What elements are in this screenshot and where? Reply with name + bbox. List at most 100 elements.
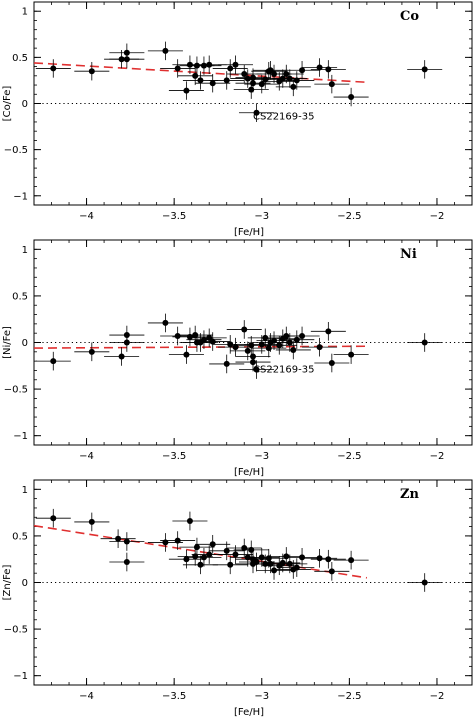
data-point [314, 74, 350, 94]
data-marker [325, 556, 332, 563]
y-axis-label: [Ni/Fe] [2, 326, 13, 359]
data-marker [123, 56, 130, 63]
element-label: Zn [400, 487, 419, 502]
data-point [333, 87, 369, 107]
data-point [284, 61, 320, 80]
data-marker [290, 346, 297, 353]
y-tick-label: −0.5 [4, 625, 28, 636]
data-marker [227, 561, 234, 568]
data-marker [209, 338, 216, 345]
data-point [195, 73, 231, 93]
data-marker [421, 339, 428, 346]
data-point [244, 74, 280, 94]
data-marker [421, 66, 428, 73]
x-axis-label: [Fe/H] [234, 467, 264, 478]
data-marker [248, 342, 255, 349]
data-point [314, 562, 350, 581]
data-point [314, 353, 350, 373]
data-marker [244, 75, 251, 82]
y-tick-label: −1 [13, 191, 28, 202]
data-marker [206, 551, 213, 558]
data-marker [316, 344, 323, 351]
data-marker [299, 554, 306, 561]
data-marker [293, 564, 300, 571]
data-point [310, 322, 346, 341]
star-annotation: CS22169-35 [253, 365, 314, 376]
data-point [186, 548, 222, 567]
data-point [226, 320, 262, 339]
data-marker [283, 70, 290, 77]
data-marker [200, 62, 207, 69]
data-marker [50, 515, 57, 522]
y-tick-label: −1 [13, 431, 28, 442]
data-point [310, 60, 346, 79]
data-marker [209, 80, 216, 87]
y-axis-label: [Zn/Fe] [2, 565, 13, 601]
data-point [179, 537, 215, 557]
trend-line [33, 524, 368, 579]
data-marker [293, 336, 300, 343]
y-tick-label: 0.5 [12, 531, 28, 542]
data-marker [50, 358, 57, 365]
data-marker [325, 66, 332, 73]
data-marker [186, 61, 193, 68]
data-point [160, 59, 196, 78]
data-point [182, 555, 218, 575]
data-point [35, 351, 71, 371]
data-point [279, 330, 315, 350]
data-point [238, 103, 275, 122]
x-tick-label: −2.5 [337, 451, 361, 462]
data-marker [328, 81, 335, 88]
x-axis-label: [Fe/H] [234, 707, 264, 717]
data-marker [123, 538, 130, 545]
data-point [230, 341, 266, 361]
data-marker [348, 351, 355, 358]
data-point [147, 313, 183, 333]
x-tick-label: −3.5 [162, 451, 186, 462]
data-marker [118, 353, 125, 360]
data-point [212, 59, 248, 78]
x-tick-label: −2 [430, 451, 445, 462]
data-marker [232, 551, 239, 558]
data-point [302, 58, 338, 77]
data-point [195, 534, 231, 554]
data-point [279, 71, 315, 90]
y-tick-label: 1 [22, 245, 28, 256]
data-marker [258, 81, 265, 88]
data-marker [88, 518, 95, 525]
data-marker [174, 537, 181, 544]
data-point [226, 64, 262, 84]
data-marker [197, 77, 204, 84]
y-tick-label: 0 [22, 578, 28, 589]
data-marker [88, 348, 95, 355]
data-marker [227, 341, 234, 348]
data-marker [50, 65, 57, 72]
data-point [168, 345, 204, 364]
data-marker [193, 544, 200, 551]
x-tick-label: −2 [430, 691, 445, 702]
x-tick-label: −4 [79, 451, 94, 462]
data-marker [290, 83, 297, 90]
data-marker [250, 359, 256, 366]
data-point [104, 347, 140, 366]
data-marker [174, 65, 181, 72]
star-annotation: CS22169-35 [253, 111, 314, 122]
data-point [212, 555, 248, 575]
x-tick-label: −3.5 [162, 691, 186, 702]
data-marker [286, 339, 293, 346]
y-tick-label: 0 [22, 99, 28, 110]
element-label: Ni [400, 247, 417, 262]
data-marker [299, 67, 306, 74]
data-marker [197, 561, 204, 568]
data-point [235, 352, 271, 372]
data-marker [227, 65, 234, 72]
x-tick-label: −3 [254, 211, 269, 222]
x-axis-label: [Fe/H] [234, 227, 264, 238]
x-tick-label: −2.5 [337, 691, 361, 702]
data-marker [328, 360, 335, 366]
data-marker [183, 87, 190, 94]
data-marker [348, 557, 355, 564]
data-marker [123, 332, 130, 339]
y-tick-label: 0 [22, 338, 28, 349]
data-marker [123, 559, 130, 565]
